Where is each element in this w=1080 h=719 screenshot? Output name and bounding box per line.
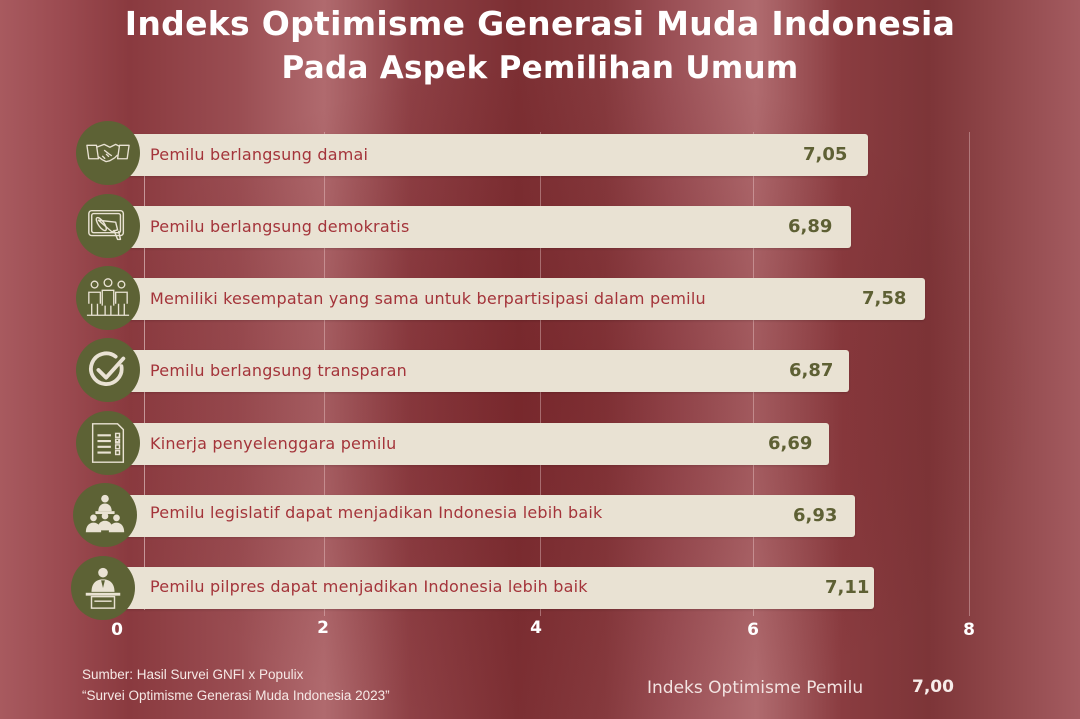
summary-index-value: 7,00 xyxy=(912,677,954,697)
podium-speaker-icon xyxy=(71,556,135,620)
source-line-2: “Survei Optimisme Generasi Muda Indonesi… xyxy=(82,688,390,703)
group-people-icon xyxy=(76,266,140,330)
bar xyxy=(118,423,829,465)
page-subtitle: Pada Aspek Pemilihan Umum xyxy=(281,50,799,86)
checkmark-circle-icon xyxy=(76,338,140,402)
bar xyxy=(118,495,855,537)
bar-label: Pemilu pilpres dapat menjadikan Indonesi… xyxy=(150,577,588,596)
x-tick-6: 6 xyxy=(747,620,759,640)
source-line-1: Sumber: Hasil Survei GNFI x Populix xyxy=(82,667,304,682)
bar xyxy=(118,134,868,176)
bar xyxy=(118,278,925,320)
checklist-document-icon xyxy=(76,411,140,475)
x-tick-8: 8 xyxy=(963,620,975,640)
bar-label: Pemilu berlangsung transparan xyxy=(150,361,408,380)
summary-index-label: Indeks Optimisme Pemilu xyxy=(647,678,864,698)
x-tick-4: 4 xyxy=(530,618,542,638)
bar-value: 7,05 xyxy=(803,144,848,165)
handshake-icon xyxy=(76,121,140,185)
bar-value: 6,69 xyxy=(768,433,813,454)
bar-value: 7,11 xyxy=(825,577,870,598)
bar-value: 6,93 xyxy=(793,505,838,526)
bar-value: 6,89 xyxy=(788,216,833,237)
bar-label: Pemilu legislatif dapat menjadikan Indon… xyxy=(150,503,603,522)
bar xyxy=(118,206,851,248)
x-tick-2: 2 xyxy=(317,618,329,638)
bar xyxy=(118,567,874,609)
x-tick-0: 0 xyxy=(111,620,123,640)
bar xyxy=(118,350,849,392)
page-title: Indeks Optimisme Generasi Muda Indonesia xyxy=(124,4,956,43)
bar-label: Pemilu berlangsung damai xyxy=(150,145,369,164)
bar-label: Memiliki kesempatan yang sama untuk berp… xyxy=(150,289,706,308)
bar-label: Pemilu berlangsung demokratis xyxy=(150,217,410,236)
meeting-audience-icon xyxy=(73,483,137,547)
bar-label: Kinerja penyelenggara pemilu xyxy=(150,434,397,453)
gridline-8 xyxy=(969,132,970,616)
bar-value: 6,87 xyxy=(789,360,834,381)
megaphone-icon xyxy=(76,194,140,258)
bar-value: 7,58 xyxy=(862,288,907,309)
